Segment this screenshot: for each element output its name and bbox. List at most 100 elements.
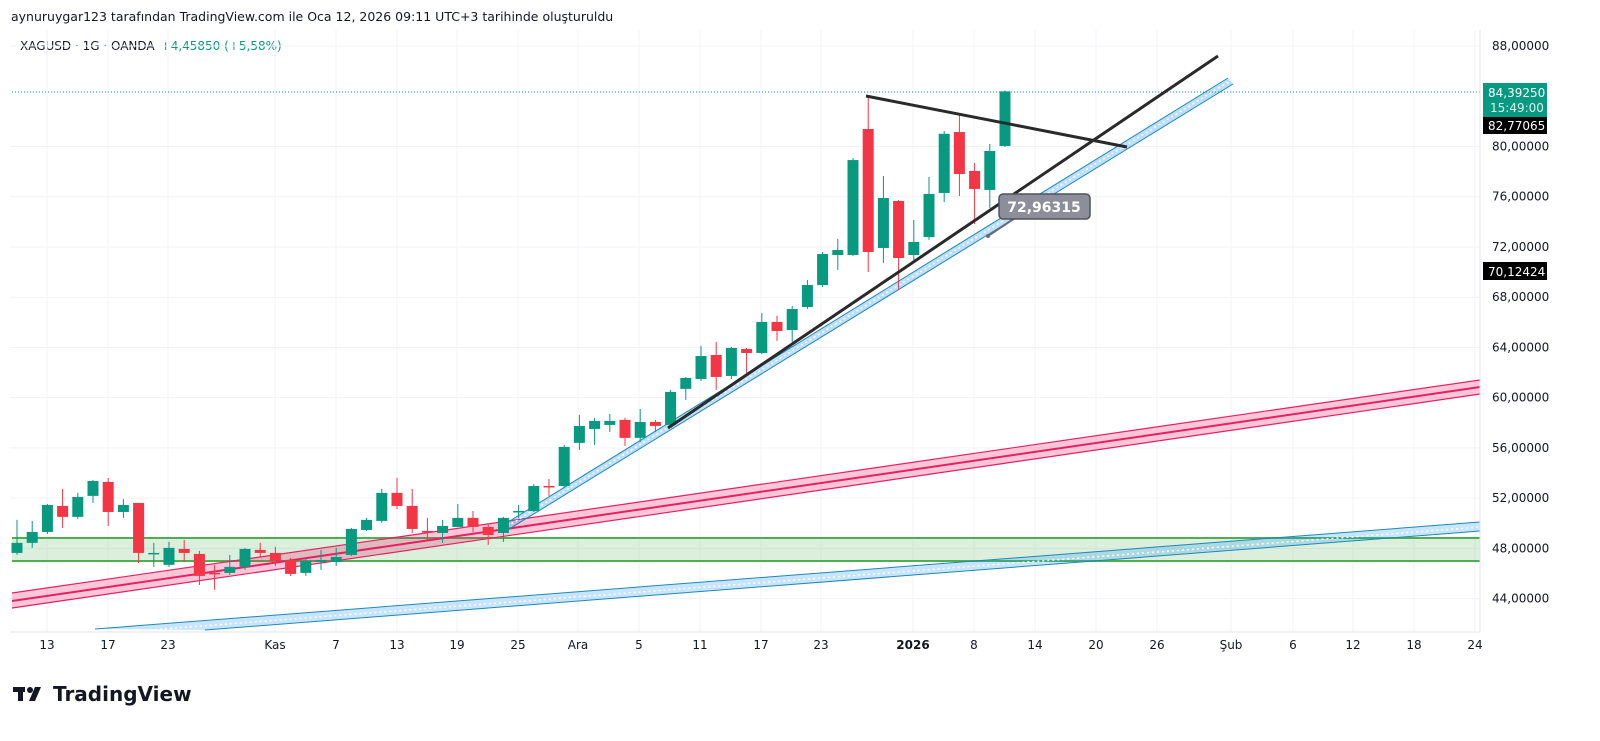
time-tick-label: 19 [449,638,464,652]
candle-body [573,425,585,443]
candle-body [11,542,23,553]
candle [239,547,251,570]
candle-body [57,505,69,517]
candle-body [239,548,251,567]
candle-body [163,547,175,565]
candle [817,251,829,288]
candle [406,488,418,533]
candle [102,477,114,526]
time-tick-label: Ara [568,638,589,652]
candle-body [725,347,737,376]
candle-body [756,321,768,353]
candle-body [437,525,449,533]
candle-body [87,480,99,496]
candle [452,503,464,527]
time-tick-label: 23 [813,638,828,652]
time-tick-label: 23 [160,638,175,652]
candle [786,305,798,342]
candle-body [817,253,829,286]
candle [72,492,84,519]
candle [41,503,53,534]
time-tick-label: 5 [635,638,643,652]
candle [467,510,479,532]
candle [254,542,266,557]
candle-body [908,241,920,255]
candle-body [619,419,631,438]
time-tick-label: 20 [1088,638,1103,652]
candle [604,413,616,432]
candle-body [999,91,1011,146]
time-tick-label: 6 [1289,638,1297,652]
time-tick-label: 12 [1345,638,1360,652]
candle-body [300,560,312,573]
price-tick-label: 56,00000 [1492,441,1549,455]
price-axis[interactable]: 88,00000 80,00000 76,00000 72,00000 68,00000… [1492,39,1549,606]
price-note-label: 72,96315 [1007,200,1081,216]
last-price-badge: 84,39250 15:49:00 [1483,83,1547,117]
candle-body [634,421,646,438]
time-tick-label: Kas [264,638,285,652]
candle-body [72,496,84,517]
candle [300,557,312,576]
candle-body [786,309,798,330]
candle [224,554,236,575]
candle [26,520,38,548]
candle-body [877,197,889,248]
candle-body [133,502,145,553]
candle [923,177,935,240]
price-note[interactable]: 72,96315 [986,193,1091,238]
candle [117,498,129,518]
candle-body [421,530,433,533]
candle [193,550,205,585]
candle-body [695,355,707,379]
candle [330,547,342,566]
candle [558,444,570,488]
candle [619,417,631,446]
candle-body [467,517,479,527]
price-tick-label: 44,00000 [1492,592,1549,606]
candle [376,488,388,523]
time-tick-label: 14 [1027,638,1042,652]
trendline-support[interactable] [667,54,1219,430]
candle-body [741,348,753,353]
price-marker-1: 82,77065 [1483,117,1547,134]
tradingview-logo[interactable]: TradingView [13,682,192,706]
candle-body [771,321,783,331]
candle-body [893,200,905,259]
candle-body [680,377,692,389]
blue-channel-lower[interactable] [94,521,1481,631]
candle-body [117,504,129,512]
time-tick-label: 25 [510,638,525,652]
candle [421,517,433,540]
candle [361,517,373,531]
price-tick-label: 64,00000 [1492,340,1549,354]
time-tick-label: 13 [39,638,54,652]
candle-body [254,549,266,553]
price-tick-label: 52,00000 [1492,491,1549,505]
candle-body [102,481,114,512]
candle-body [269,552,281,561]
candle [741,347,753,373]
price-marker-1-label: 82,77065 [1488,119,1545,133]
trendline-resistance[interactable] [865,94,1128,149]
last-price-label: 84,39250 [1488,86,1545,100]
tradingview-brand: TradingView [53,682,192,706]
candle [497,516,509,542]
candle [877,175,889,263]
candle-body [862,129,874,252]
time-axis[interactable]: 13 17 23 Kas 7 13 19 25 Ara 5 11 17 23 2026 8 14 20 26 Şub… [39,638,1482,652]
pink-channel[interactable] [11,379,1481,609]
candle-body [345,528,357,555]
candle-body [528,485,540,511]
candle-body [847,160,859,255]
price-tick-label: 48,00000 [1492,541,1549,555]
candle-body [710,354,722,377]
time-tick-label: Şub [1220,638,1243,652]
time-tick-label: 24 [1467,638,1482,652]
time-tick-label: 8 [970,638,978,652]
candle-body [26,531,38,543]
candle [543,478,555,496]
candle-body [832,249,844,255]
candle [133,502,145,563]
